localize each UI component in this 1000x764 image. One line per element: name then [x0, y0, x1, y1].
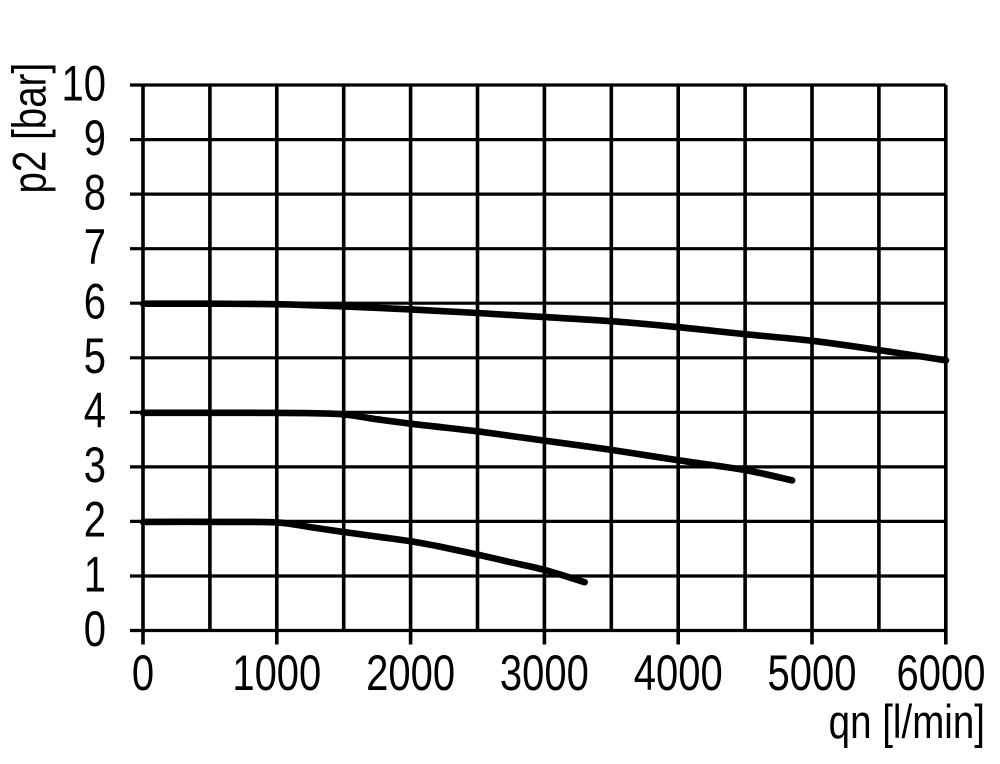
svg-text:qn [l/min]: qn [l/min] — [829, 696, 985, 748]
svg-text:0: 0 — [84, 601, 106, 657]
svg-text:8: 8 — [84, 164, 106, 220]
svg-text:5000: 5000 — [768, 645, 857, 701]
svg-text:0: 0 — [132, 645, 154, 701]
svg-text:1000: 1000 — [232, 645, 321, 701]
svg-text:10: 10 — [62, 55, 106, 111]
svg-text:9: 9 — [84, 110, 106, 166]
svg-text:1: 1 — [84, 546, 106, 602]
svg-text:2000: 2000 — [366, 645, 455, 701]
svg-text:6000: 6000 — [897, 645, 986, 701]
svg-text:p2 [bar]: p2 [bar] — [4, 63, 56, 194]
svg-text:3000: 3000 — [500, 645, 589, 701]
svg-text:5: 5 — [84, 328, 106, 384]
svg-text:3: 3 — [84, 437, 106, 493]
svg-text:4: 4 — [84, 382, 106, 438]
svg-text:4000: 4000 — [634, 645, 723, 701]
svg-text:7: 7 — [84, 219, 106, 275]
svg-text:6: 6 — [84, 273, 106, 329]
svg-text:2: 2 — [84, 491, 106, 547]
